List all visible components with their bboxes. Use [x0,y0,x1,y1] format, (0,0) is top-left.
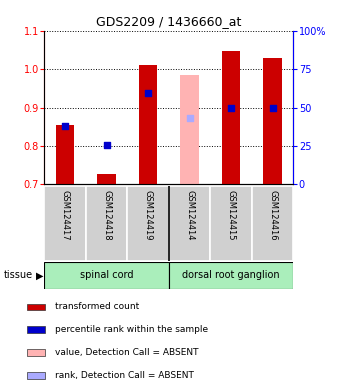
Bar [210,186,252,261]
Bar [27,303,45,310]
Text: value, Detection Call = ABSENT: value, Detection Call = ABSENT [55,348,198,357]
Bar [169,262,293,289]
Bar [263,58,282,184]
Text: ▶: ▶ [36,270,43,280]
Text: GSM124418: GSM124418 [102,190,111,241]
Bar [44,186,86,261]
Text: transformed count: transformed count [55,303,139,311]
Point [270,104,275,111]
Point [187,115,192,121]
Text: tissue: tissue [3,270,32,280]
Point [62,123,68,129]
Bar [56,125,74,184]
Bar [252,186,293,261]
Text: rank, Detection Call = ABSENT: rank, Detection Call = ABSENT [55,371,194,380]
Text: spinal cord: spinal cord [80,270,133,280]
Point [104,142,109,148]
Point [145,90,151,96]
Bar [27,372,45,379]
Point [228,104,234,111]
Bar [139,65,158,184]
Bar [97,174,116,184]
Bar [44,262,169,289]
Bar [86,186,127,261]
Text: GSM124419: GSM124419 [144,190,152,240]
Text: GSM124417: GSM124417 [61,190,70,241]
Text: GSM124415: GSM124415 [226,190,236,240]
Text: dorsal root ganglion: dorsal root ganglion [182,270,280,280]
Bar [27,326,45,333]
Bar [169,186,210,261]
Text: GSM124416: GSM124416 [268,190,277,241]
Title: GDS2209 / 1436660_at: GDS2209 / 1436660_at [96,15,241,28]
Bar [180,75,199,184]
Bar [222,51,240,184]
Text: GSM124414: GSM124414 [185,190,194,240]
Bar [27,349,45,356]
Text: percentile rank within the sample: percentile rank within the sample [55,325,208,334]
Bar [127,186,169,261]
